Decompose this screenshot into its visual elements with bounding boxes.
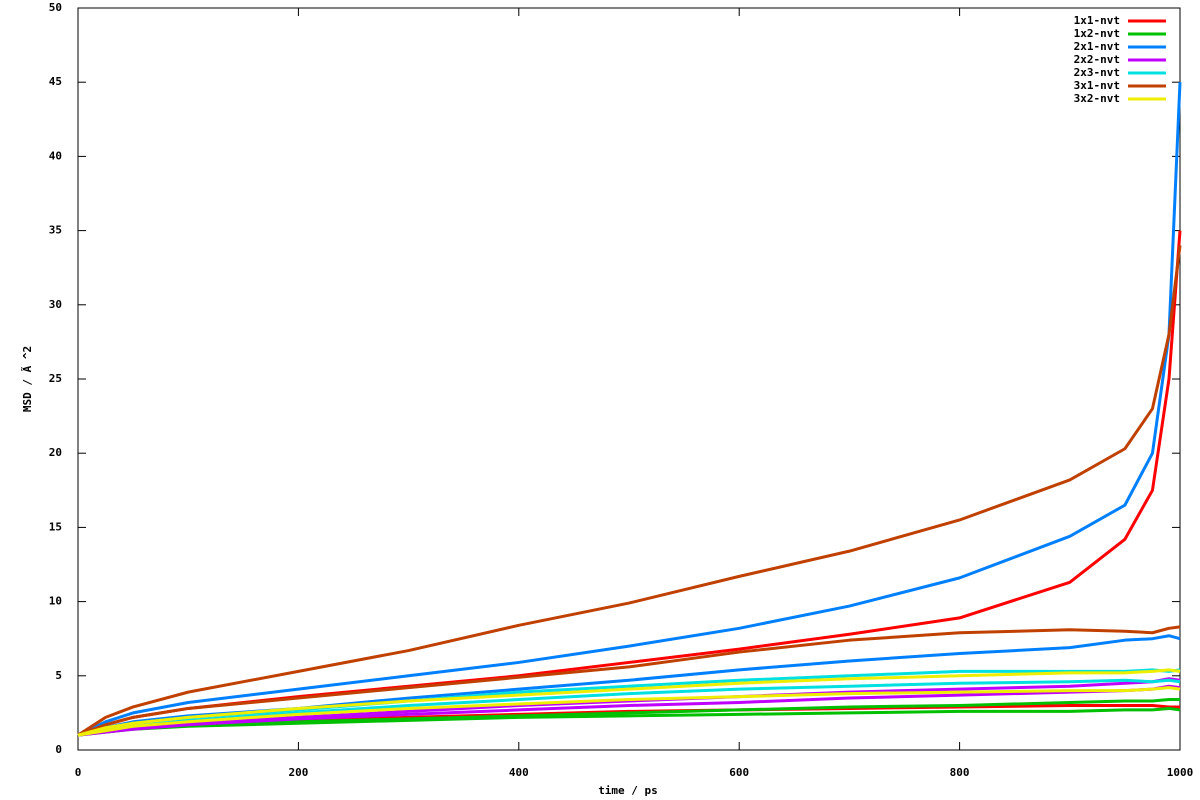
x-tick-label: 800 <box>950 766 970 779</box>
x-tick-label: 600 <box>729 766 749 779</box>
legend-label: 2x1-nvt <box>1074 40 1120 53</box>
y-tick-label: 30 <box>49 298 62 311</box>
legend-label: 3x2-nvt <box>1074 92 1120 105</box>
legend-label: 2x2-nvt <box>1074 53 1120 66</box>
y-tick-label: 50 <box>49 1 62 14</box>
y-tick-label: 5 <box>55 669 62 682</box>
y-tick-label: 40 <box>49 149 62 162</box>
x-tick-label: 200 <box>288 766 308 779</box>
series-line <box>77 82 1182 737</box>
legend-label: 3x1-nvt <box>1074 79 1120 92</box>
y-tick-label: 35 <box>49 224 62 237</box>
y-tick-label: 20 <box>49 446 62 459</box>
plot-border <box>77 7 1181 751</box>
y-tick-label: 0 <box>55 743 62 756</box>
x-tick-label: 400 <box>509 766 529 779</box>
series-line <box>77 245 1182 737</box>
x-axis-label: time / ps <box>598 784 658 797</box>
legend-label: 2x3-nvt <box>1074 66 1120 79</box>
legend-label: 1x2-nvt <box>1074 27 1120 40</box>
series-line <box>77 686 1181 737</box>
y-tick-label: 25 <box>49 372 62 385</box>
series-line <box>77 230 1182 737</box>
y-tick-label: 10 <box>49 595 62 608</box>
series-line <box>77 625 1181 737</box>
x-tick-label: 1000 <box>1167 766 1194 779</box>
y-tick-label: 15 <box>49 520 62 533</box>
y-axis-label: MSD / Ã ^2 <box>21 346 34 412</box>
x-tick-label: 0 <box>75 766 82 779</box>
series-line <box>77 668 1181 737</box>
legend-label: 1x1-nvt <box>1074 14 1120 27</box>
y-tick-label: 45 <box>49 75 62 88</box>
